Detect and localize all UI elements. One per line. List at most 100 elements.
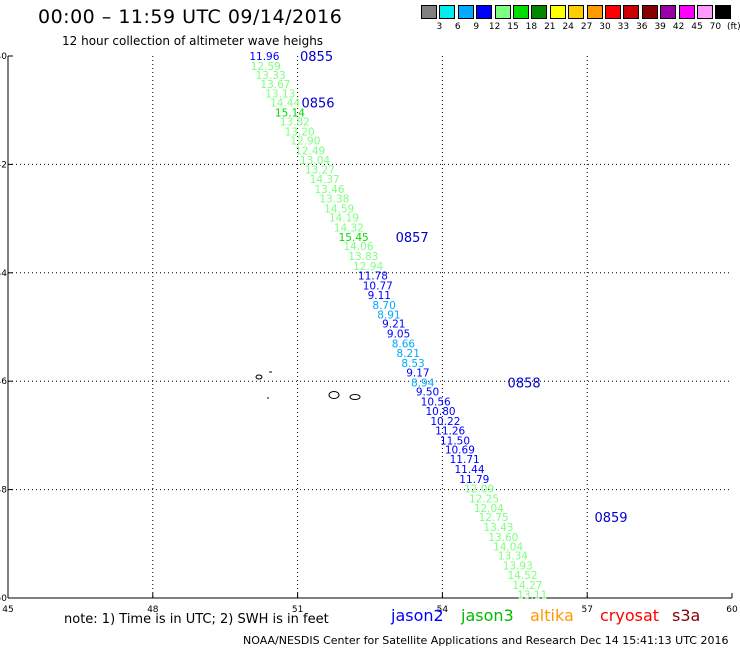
wave-height-value: 13.60	[488, 532, 518, 544]
land-features	[255, 371, 361, 400]
scale-swatch	[531, 5, 548, 19]
time-label: 0856	[301, 97, 334, 112]
wave-height-value: 9.17	[406, 368, 429, 380]
scale-swatch	[586, 5, 603, 19]
scale-label: 70	[709, 22, 722, 32]
altimeter-track: 11.9612.5913.3313.6713.1314.4415.1413.82…	[249, 51, 547, 602]
scale-swatch	[660, 5, 677, 19]
wave-height-value: 14.37	[310, 174, 340, 186]
x-tick-label: 54	[437, 605, 449, 615]
scale-swatch	[568, 5, 585, 19]
wave-height-value: 11.78	[358, 271, 388, 283]
wave-height-value: 9.05	[387, 329, 410, 341]
scale-swatch	[678, 5, 695, 19]
scale-swatch	[494, 5, 511, 19]
scale-label: 39	[654, 22, 666, 32]
satellite-jason2: jason2	[391, 606, 444, 625]
x-tick-label: 48	[147, 605, 159, 615]
wave-height-value: 12.09	[464, 484, 494, 496]
time-label: 0859	[594, 511, 627, 526]
time-label: 0858	[508, 376, 541, 391]
scale-swatch	[457, 5, 474, 19]
wave-height-value: 8.91	[377, 310, 400, 322]
wave-height-value: 10.22	[430, 416, 460, 428]
scale-label: 6	[454, 22, 461, 32]
y-tick-label: -48	[0, 486, 7, 496]
scale-swatch	[697, 5, 713, 19]
wave-height-value: 12.94	[353, 261, 383, 273]
wave-height-value: 13.93	[503, 560, 533, 572]
credit-line: NOAA/NESDIS Center for Satellite Applica…	[243, 634, 577, 647]
wave-height-value: 14.27	[512, 580, 542, 592]
y-tick-label: -40	[0, 52, 7, 62]
scale-label: 36	[636, 22, 648, 32]
scale-label: 27	[580, 22, 593, 32]
wave-height-value: 15.45	[339, 232, 369, 244]
wave-height-value: 9.11	[368, 290, 391, 302]
wave-height-value: 13.33	[256, 70, 286, 82]
wave-height-value: 10.69	[445, 444, 475, 456]
wave-height-value: 14.32	[334, 222, 364, 234]
map-axes: -40 -42 -44 -46 -48 -5045 48 51 54 57 60	[0, 52, 738, 615]
wave-height-value: 12.75	[479, 512, 509, 524]
wave-height-value: 13.83	[348, 251, 378, 263]
wave-height-value: 13.38	[319, 194, 349, 206]
wave-height-value: 12.04	[474, 503, 504, 515]
timestamp: Dec 14 15:41:13 UTC 2016	[580, 634, 729, 647]
wave-height-value: 14.52	[508, 570, 538, 582]
wave-height-value: 14.44	[270, 98, 300, 110]
wave-height-value: 10.56	[421, 396, 451, 408]
wave-height-value: 13.43	[483, 522, 513, 534]
scale-swatch	[549, 5, 566, 19]
satellite-jason3: jason3	[461, 606, 514, 625]
wave-height-value: 11.96	[249, 51, 279, 63]
wave-height-value: 13.13	[265, 88, 295, 100]
y-tick-label: -44	[0, 269, 7, 279]
wave-height-value: 10.77	[363, 280, 393, 292]
y-tick-label: -50	[0, 594, 7, 604]
time-labels: 0855 0856 0857 0858 0859	[300, 50, 628, 526]
x-tick-label: 51	[292, 605, 303, 615]
scale-swatch	[623, 5, 640, 19]
wave-height-value: 11.71	[450, 454, 480, 466]
wave-height-value: 12.25	[469, 493, 499, 505]
x-tick-label: 57	[581, 605, 592, 615]
scale-label: 15	[507, 22, 519, 32]
wave-height-value: 8.94	[411, 377, 435, 389]
scale-label: 42	[672, 22, 685, 32]
scale-swatch	[421, 5, 437, 19]
scale-label: 21	[544, 22, 556, 32]
x-tick-label: 45	[2, 605, 13, 615]
scale-swatch	[605, 5, 621, 19]
scale-label: 9	[473, 22, 480, 32]
wave-height-value: 13.82	[280, 117, 310, 129]
y-tick-label: -42	[0, 160, 7, 170]
satellite-altika: altika	[530, 606, 574, 625]
scale-swatch	[439, 5, 456, 19]
page-title: 00:00 – 11:59 UTC 09/14/2016	[38, 6, 343, 28]
wave-height-value: 13.04	[300, 155, 330, 167]
x-tick-label: 60	[726, 605, 738, 615]
wave-height-value: 12.90	[290, 136, 320, 148]
scale-label: 3	[436, 22, 443, 32]
wave-height-value: 11.50	[440, 435, 470, 447]
wave-height-value: 13.20	[285, 126, 315, 138]
wave-height-value: 13.46	[314, 184, 344, 196]
footer-note: note: 1) Time is in UTC; 2) SWH is in fe…	[64, 612, 329, 627]
scale-label: 33	[617, 22, 630, 32]
wave-height-value: 14.04	[493, 542, 523, 554]
page-subtitle: 12 hour collection of altimeter wave hei…	[62, 34, 324, 48]
scale-label: 30	[599, 22, 611, 32]
scale-label: 24	[562, 22, 574, 32]
satellite-s3a: s3a	[672, 606, 701, 625]
wave-height-value: 13.34	[498, 551, 528, 563]
scale-swatch	[641, 5, 658, 19]
map-grid	[8, 56, 732, 598]
island-outline	[349, 394, 361, 400]
wave-height-value: 8.21	[397, 348, 420, 360]
island-outline	[255, 374, 263, 380]
wave-height-value: 14.59	[324, 203, 354, 215]
wave-height-value: 9.50	[416, 386, 439, 398]
scale-swatch	[715, 5, 732, 19]
scale-label: 18	[525, 22, 538, 32]
